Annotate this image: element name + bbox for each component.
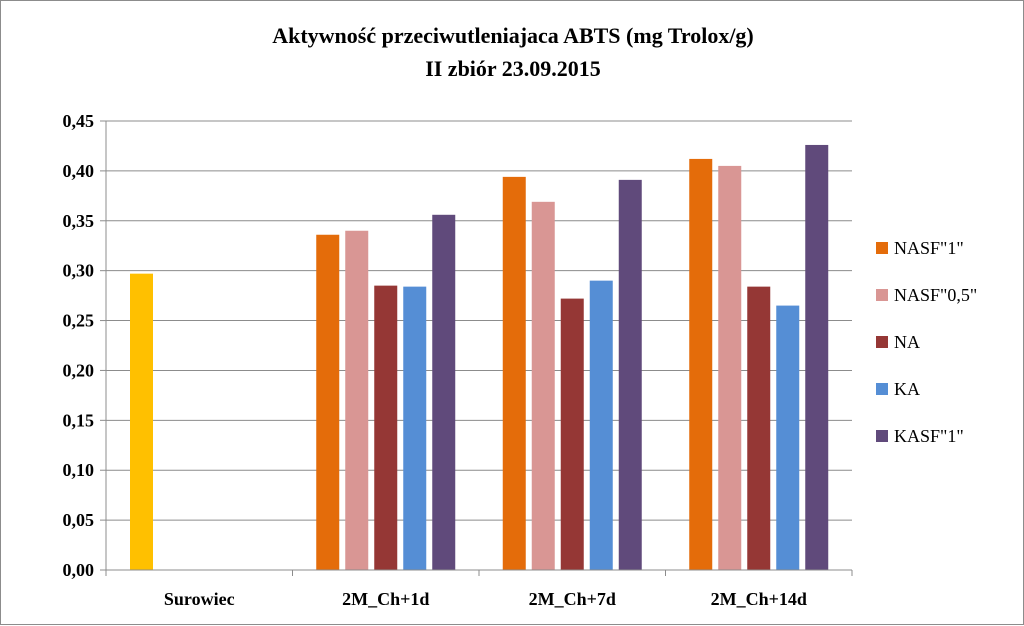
x-category-label: 2M_Ch+1d bbox=[342, 589, 429, 609]
bar bbox=[805, 144, 829, 571]
bar bbox=[531, 201, 555, 570]
bars bbox=[130, 144, 829, 571]
legend-swatch bbox=[876, 430, 888, 442]
bar-surowiec bbox=[130, 273, 153, 570]
y-tick-label: 0,30 bbox=[63, 261, 95, 281]
chart-subtitle: II zbiór 23.09.2015 bbox=[425, 56, 601, 81]
y-axis-ticks: 0,00 0,05 0,10 0,15 0,20 0,25 0,30 0,35 0,40 0,45 bbox=[63, 111, 95, 580]
x-category-label: 2M_Ch+14d bbox=[711, 589, 807, 609]
bar bbox=[718, 165, 742, 570]
y-tick-label: 0,20 bbox=[63, 360, 95, 380]
chart-title: Aktywność przeciwutleniajaca ABTS (mg Tr… bbox=[272, 23, 754, 48]
legend-swatch bbox=[876, 383, 888, 395]
y-tick-label: 0,05 bbox=[63, 510, 95, 530]
bar bbox=[747, 286, 771, 570]
legend-label: NASF"0,5" bbox=[894, 285, 977, 305]
x-axis-categories: Surowiec 2M_Ch+1d 2M_Ch+7d 2M_Ch+14d bbox=[164, 589, 807, 609]
bar bbox=[502, 176, 526, 570]
bar bbox=[560, 298, 584, 570]
legend-swatch bbox=[876, 336, 888, 348]
y-tick-label: 0,40 bbox=[63, 161, 95, 181]
bar bbox=[776, 305, 800, 570]
bar bbox=[403, 286, 427, 570]
bar bbox=[345, 230, 369, 570]
legend: NASF"1" NASF"0,5" NA KA KASF"1" bbox=[876, 238, 977, 446]
y-tick-label: 0,45 bbox=[63, 111, 95, 131]
y-tick-label: 0,10 bbox=[63, 460, 95, 480]
x-category-label: 2M_Ch+7d bbox=[529, 589, 616, 609]
bar bbox=[374, 285, 398, 570]
bar bbox=[432, 214, 456, 570]
legend-label: NASF"1" bbox=[894, 238, 964, 258]
y-tick-label: 0,25 bbox=[63, 311, 95, 331]
bar bbox=[618, 179, 642, 570]
legend-swatch bbox=[876, 242, 888, 254]
bar bbox=[689, 158, 713, 570]
legend-label: KA bbox=[894, 379, 920, 399]
bar bbox=[316, 234, 340, 570]
y-tick-label: 0,00 bbox=[63, 560, 95, 580]
legend-label: NA bbox=[894, 332, 920, 352]
legend-swatch bbox=[876, 289, 888, 301]
axes bbox=[105, 121, 853, 576]
bar bbox=[589, 280, 613, 570]
y-tick-label: 0,35 bbox=[63, 211, 95, 231]
x-category-label: Surowiec bbox=[164, 589, 235, 609]
y-tick-label: 0,15 bbox=[63, 410, 95, 430]
legend-label: KASF"1" bbox=[894, 426, 964, 446]
